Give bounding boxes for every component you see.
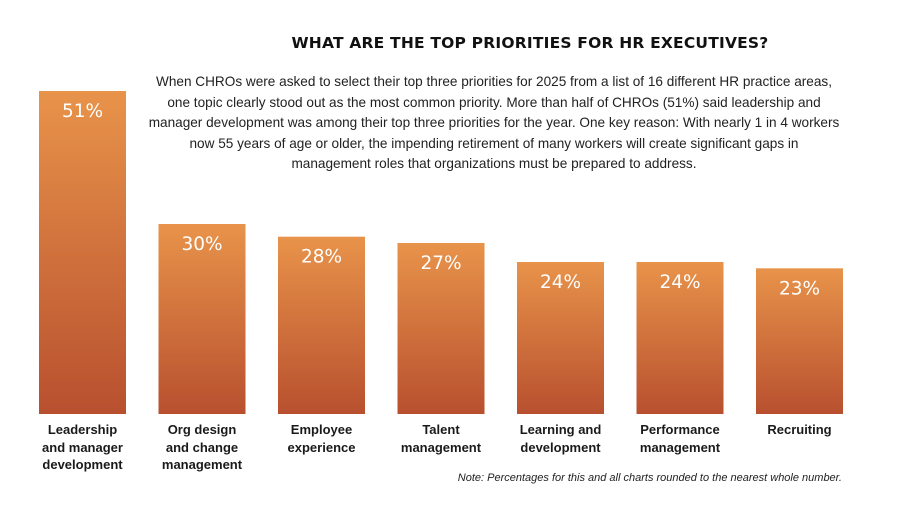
bar-3 [397, 243, 485, 414]
category-label: Org design and change management [161, 422, 243, 472]
bar-4 [517, 262, 604, 414]
chart-title: WHAT ARE THE TOP PRIORITIES FOR HR EXECU… [291, 34, 769, 52]
bar-6 [756, 268, 843, 414]
bars-layer: 51% 30% 28% 27% 24% 24% 23% [39, 91, 843, 414]
chart-note: Note: Percentages for this and all chart… [457, 472, 842, 484]
bar-value-label: 23% [779, 278, 820, 299]
bar-value-label: 51% [62, 101, 103, 122]
bar-value-label: 28% [301, 247, 342, 268]
chart-description: When CHROs were asked to select their to… [148, 74, 840, 171]
category-label: Performance management [639, 422, 721, 455]
bar-value-label: 24% [540, 272, 581, 293]
bar-value-label: 27% [420, 253, 461, 274]
bar-0 [39, 91, 126, 414]
category-label: Talent management [400, 422, 482, 455]
category-label: Learning and development [519, 422, 602, 455]
bar-1 [158, 224, 246, 414]
bar-value-label: 30% [181, 234, 222, 255]
bar-value-label: 24% [659, 272, 700, 293]
bar-2 [278, 236, 365, 414]
bar-5 [636, 262, 724, 414]
category-label: Leadership and manager development [42, 422, 123, 472]
category-label: Recruiting [767, 422, 832, 437]
category-label: Employee experience [287, 422, 356, 455]
